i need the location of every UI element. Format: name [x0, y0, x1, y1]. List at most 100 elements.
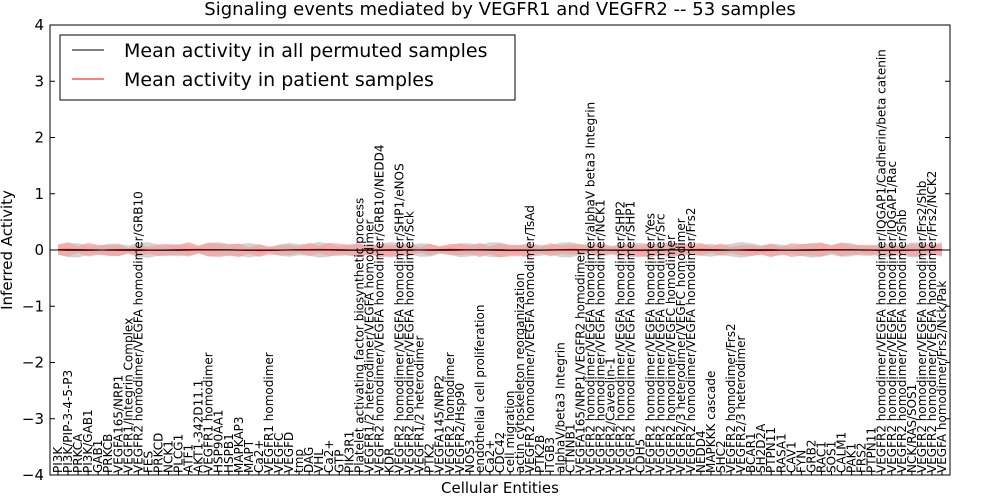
entity-label: PRKCB — [101, 434, 115, 473]
entity-label: NCK/RAS/SOS1 — [905, 384, 919, 473]
entity-label: CDH5 — [634, 439, 648, 473]
entity-label: Platelet activating factor biosynthetic … — [352, 198, 366, 473]
y-tick-label: 2 — [34, 129, 44, 147]
entity-label: VEGFR2/3 heterodimer — [734, 335, 748, 473]
entity-label: VEGFR2 homodimer — [443, 352, 457, 473]
entity-label: VEGFR2 homodimer/VEGFA homodimer/SHP1/eN… — [393, 163, 407, 473]
y-tick-label: 1 — [34, 185, 44, 203]
entity-label: PTK2 — [423, 443, 437, 473]
entity-label: VEGFD — [282, 432, 296, 473]
entity-label: CDC42 — [493, 432, 507, 473]
entity-label: VEGFR2 homodimer/Frs2 — [724, 323, 738, 473]
entity-label: PIK3R1 — [342, 431, 356, 473]
entity-label: actin cytoskeleton reorganization — [513, 273, 527, 473]
y-tick-label: −3 — [22, 410, 44, 428]
entity-label: PRKCD — [151, 433, 165, 473]
entity-label: PTPN11 — [764, 427, 778, 473]
y-tick-label: 4 — [34, 16, 44, 34]
entity-label: SOS1 — [825, 441, 839, 473]
entity-label: VEGFR1/Integrin Complex — [121, 318, 135, 473]
entity-label: VEGFC — [272, 433, 286, 473]
entity-label: HSP90AA1 — [212, 409, 226, 473]
entity-label: VEGFR2 homodimer/VEGFA homodimer/Yes — [644, 213, 658, 473]
entity-label: VEGFA165/NRP1/VEGFR2 homodimer — [573, 250, 587, 473]
entity-label: FRS2 — [855, 443, 869, 474]
entity-label: PTK2B — [533, 435, 547, 473]
entity-label: DAG — [302, 447, 316, 473]
entity-label: VEGFA homodimer/Frs2/Nck/Pak — [935, 281, 949, 473]
x-axis-label: Cellular Entities — [441, 479, 559, 497]
entity-label: RAC1 — [814, 441, 828, 473]
entity-label: VEGFR2 homodimer/VEGFC homodimer — [664, 235, 678, 473]
entity-label: VEGFR2/Caveolin-1 — [604, 357, 618, 473]
entity-label: cell migration — [503, 391, 517, 473]
entity-label: SH2D2A — [754, 423, 768, 473]
y-tick-label: −4 — [22, 466, 44, 484]
entity-label: MAPT — [242, 439, 256, 473]
entity-label: Ca2+ — [483, 440, 497, 473]
entity-labels: PI3KPI3K/PIP-3-4-5-P3PRKCAPI3K/GAB1GAB1P… — [51, 49, 949, 473]
entity-label: PTPN11 — [865, 427, 879, 473]
entity-label: VEGFR2 homodimer/VEGFA homodimer/alphaV … — [583, 102, 597, 473]
entity-label: endothelial cell proliferation — [473, 305, 487, 473]
entity-label: CALM1 — [835, 432, 849, 473]
legend: Mean activity in all permuted samples Me… — [59, 34, 516, 101]
entity-label: AKT1-342D11.1 — [192, 380, 206, 473]
entity-label: VEGFR1 homodimer — [262, 352, 276, 473]
entity-label: VEGFR2 homodimer/VEGFA homodimer/Frs2/Sh… — [915, 181, 929, 473]
entity-label: MAPKKK cascade — [704, 371, 718, 473]
entity-label: VEGFR2 homodimer/VEGFA homodimer/Frs2 — [684, 208, 698, 474]
entity-label: MAPKAP3 — [232, 416, 246, 473]
legend-label-patient: Mean activity in patient samples — [124, 69, 434, 91]
y-axis-label: Inferred Activity — [0, 190, 16, 310]
entity-label: VEGFR2 homodimer/VEGFA homodimer/SHP2 — [614, 201, 628, 473]
entity-label: GAB1 — [91, 440, 105, 473]
entity-label: FES — [141, 451, 155, 473]
entity-label: ITGB3 — [543, 437, 557, 473]
line-layer — [50, 248, 950, 252]
y-tick-label: −2 — [22, 354, 44, 372]
entity-label: PI3K/PIP-3-4-5-P3 — [61, 370, 75, 473]
entity-label: VEGFR2 homodimer/VEGFA homodimer/Src — [654, 213, 668, 473]
entity-label: VEGFR1 homodimer — [202, 352, 216, 473]
entity-label: VEGFR2 homodimer/VEGFA homodimer/NCK1 — [593, 199, 607, 473]
y-tick-label: 0 — [34, 241, 44, 259]
y-axis-ticks: 4 3 2 1 0 −1 −2 −3 −4 — [22, 16, 950, 484]
entity-label: PAK1 — [845, 443, 859, 473]
entity-label: CTNNB1 — [563, 423, 577, 473]
entity-label: VEGFR2 homodimer/VEGFA homodimer/GRB10 — [131, 191, 145, 473]
entity-label: PLCG1 — [172, 434, 186, 473]
entity-label: Ca2+ — [252, 440, 266, 473]
entity-label: PI3K/GAB1 — [81, 409, 95, 473]
entity-label: Ca2+ — [322, 440, 336, 473]
entity-label: VEGFR1/2 heterodimer — [413, 335, 427, 473]
entity-label: VEGFR2 homodimer/VEGFA homodimer/SHP1 — [624, 201, 638, 473]
plot-frame — [49, 24, 951, 476]
entity-label: ATF1 — [182, 444, 196, 473]
entity-label: BCAR1 — [744, 432, 758, 473]
entity-label: NOS3 — [463, 439, 477, 473]
entity-label: FYN — [794, 450, 808, 473]
entity-label: VEGFA145/NRP2 — [433, 375, 447, 473]
entity-label: HSPB1 — [222, 433, 236, 473]
entity-label: RASA1 — [774, 433, 788, 473]
entity-label: VEGFR1/2 heterodimer/VEGFA homodimer — [362, 220, 376, 473]
y-tick-label: −1 — [22, 297, 44, 315]
entity-label: tmp — [292, 449, 306, 473]
entity-label: VEGFR2 homodimer/VEGFA homodimer/Shb — [895, 210, 909, 473]
entity-label: NCK1 — [162, 440, 176, 473]
x-axis-ticks — [57, 471, 943, 475]
entity-label: VEGFR2 homodimer/VEGFA homodimer/TsAd — [523, 205, 537, 473]
entity-label: VEGFR2 homodimer/VEGFA homodimer/IQGAP1/… — [875, 49, 889, 473]
entity-label: PRKCA — [71, 433, 85, 473]
entity-label: VEGFR2 homodimer/VEGFA homodimer/Sck — [403, 211, 417, 473]
entity-label: VHL — [312, 449, 326, 473]
chart-title: Signaling events mediated by VEGFR1 and … — [204, 0, 795, 20]
entity-label: VEGFR2 homodimer/VEGFA homodimer/GRB10/N… — [372, 144, 386, 473]
y-tick-label: 3 — [34, 72, 44, 90]
entity-label: KDR — [383, 448, 397, 473]
entity-label: VEGFR2/3 heterodimer/VEGFC homodimer — [674, 218, 688, 473]
entity-label: alphaV/beta3 Integrin — [553, 342, 567, 473]
entity-label: PI3K — [51, 446, 65, 473]
